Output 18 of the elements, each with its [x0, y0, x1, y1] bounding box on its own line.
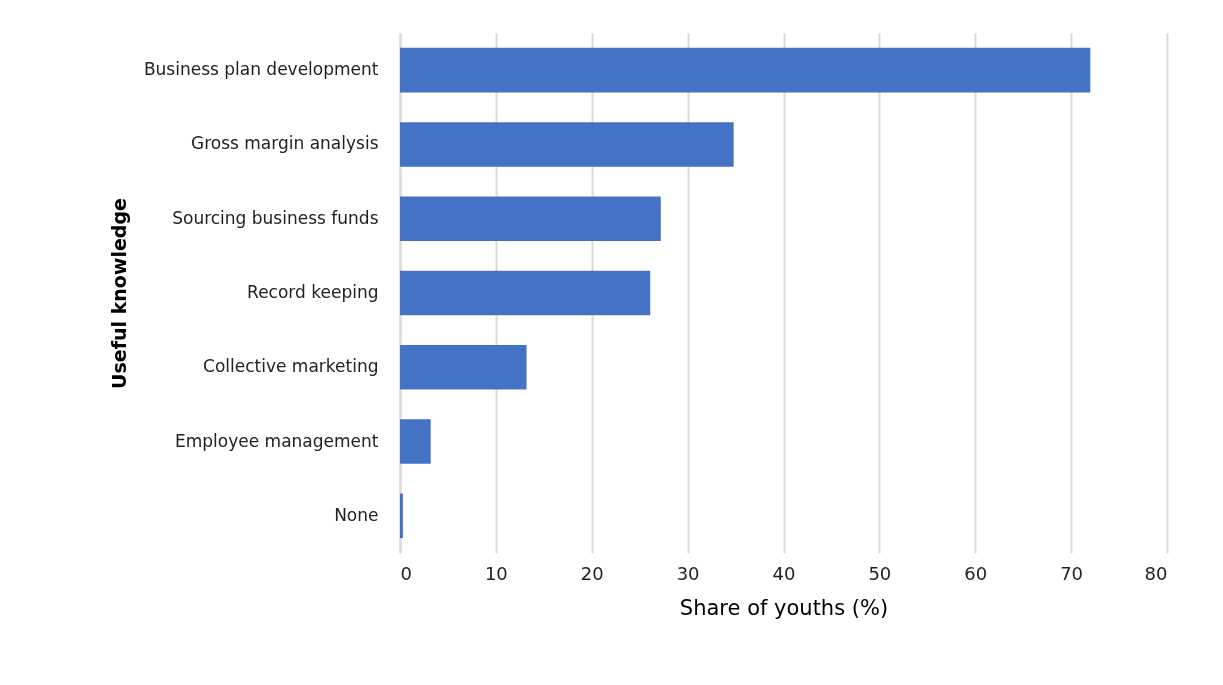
x-tick-label: 80	[1144, 562, 1168, 584]
x-tick-label: 30	[676, 562, 700, 584]
y-tick-label: Gross margin analysis	[191, 133, 379, 154]
y-tick-label: None	[334, 504, 379, 525]
x-tick-label: 40	[772, 562, 796, 584]
y-tick-label: Record keeping	[247, 282, 379, 302]
y-tick-label: Business plan development	[143, 59, 379, 80]
x-tick-label: 70	[1060, 562, 1084, 584]
y-axis-title: Useful knowledge	[107, 198, 130, 389]
x-tick-label: 0	[400, 562, 412, 584]
x-tick-label: 60	[964, 562, 988, 584]
x-tick-label: 50	[868, 562, 892, 584]
x-axis-title: Share of youths (%)	[679, 595, 889, 620]
x-tick-label: 10	[484, 562, 508, 584]
y-tick-label: Sourcing business funds	[172, 207, 379, 228]
x-tick-label: 20	[580, 562, 604, 584]
y-tick-label: Employee management	[175, 430, 379, 451]
y-tick-label: Collective marketing	[203, 356, 379, 377]
